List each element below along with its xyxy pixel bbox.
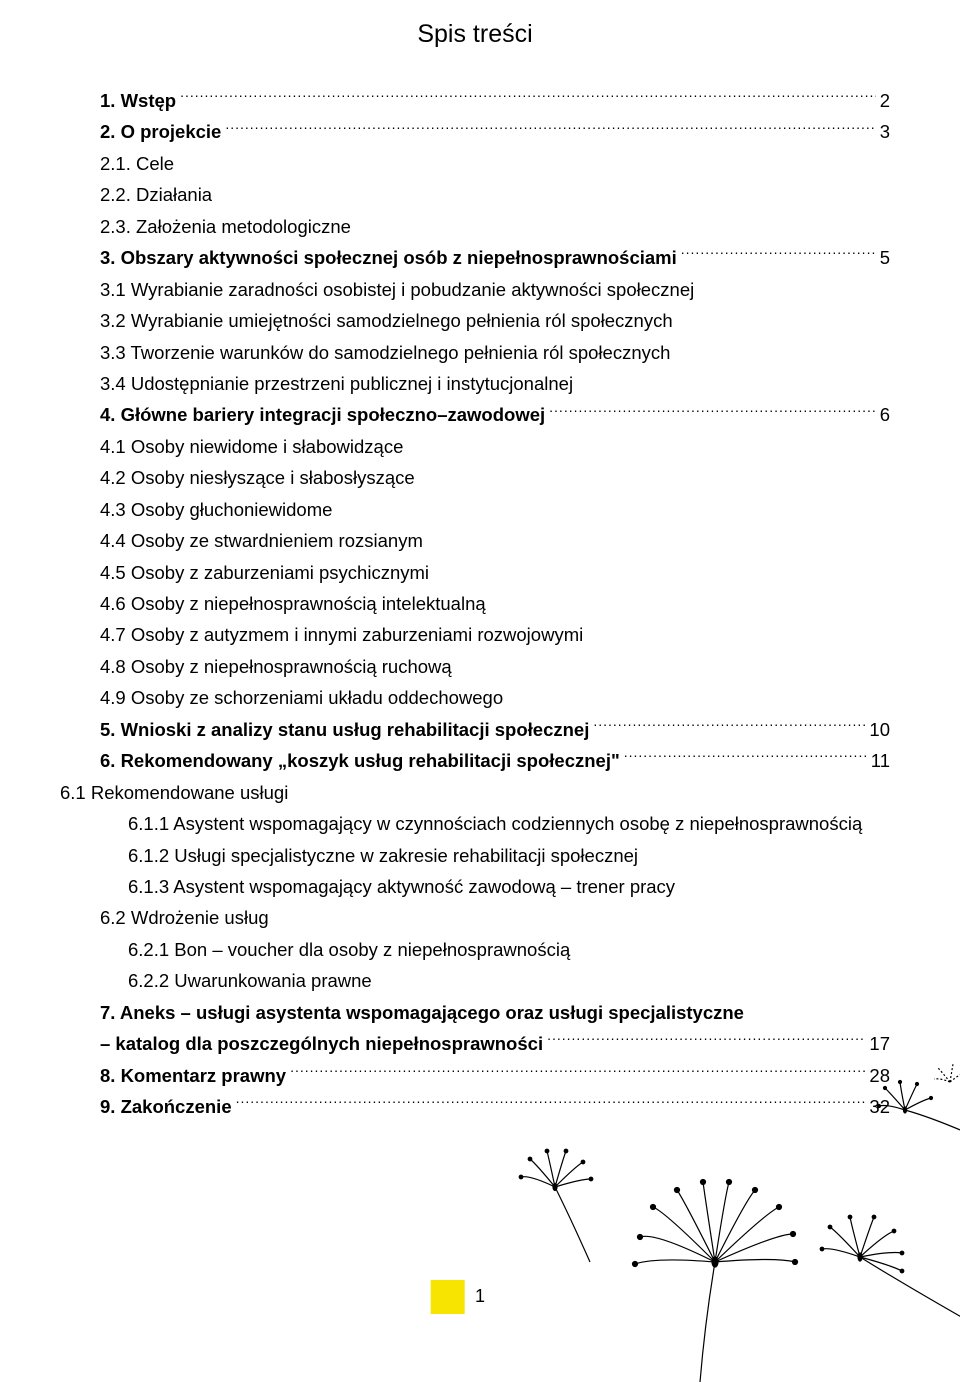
toc-label: 5. Wnioski z analizy stanu usług rehabil… [100,714,589,745]
toc-label: 2. O projekcie [100,116,221,147]
toc-entry: 2. O projekcie 3 [60,116,890,147]
toc-label: 4. Główne bariery integracji społeczno–z… [100,399,545,430]
toc-entry: – katalog dla poszczególnych niepełnospr… [60,1028,890,1059]
toc-label: 3. Obszary aktywności społecznej osób z … [100,242,677,273]
toc-page: 17 [869,1028,890,1059]
toc-entry: 8. Komentarz prawny 28 [60,1060,890,1091]
toc-entry: 6.2 Wdrożenie usług [60,902,890,933]
toc-entry: 4.4 Osoby ze stwardnieniem rozsianym [60,525,890,556]
toc-entry: 4.5 Osoby z zaburzeniami psychicznymi [60,557,890,588]
toc-entry: 2.1. Cele [60,148,890,179]
toc-page: 3 [880,116,890,147]
toc-leader [290,1063,865,1082]
toc-entry: 2.2. Działania [60,179,890,210]
toc-leader [681,246,876,265]
toc-entry: 4.8 Osoby z niepełnosprawnością ruchową [60,651,890,682]
toc-leader [225,120,875,139]
toc-entry: 4.1 Osoby niewidome i słabowidzące [60,431,890,462]
toc-entry: 4.7 Osoby z autyzmem i innymi zaburzenia… [60,619,890,650]
toc-leader [549,403,876,422]
toc-leader [547,1032,865,1051]
toc-leader [593,717,865,736]
table-of-contents: 1. Wstęp 2 2. O projekcie 32.1. Cele2.2. Dz… [60,85,890,1122]
toc-leader [180,89,876,108]
toc-entry: 4.6 Osoby z niepełnosprawnością intelekt… [60,588,890,619]
page-number-highlight [431,1280,465,1314]
toc-entry: 7. Aneks – usługi asystenta wspomagające… [60,997,890,1028]
toc-entry: 6.2.2 Uwarunkowania prawne [60,965,890,996]
toc-page: 28 [869,1060,890,1091]
toc-entry: 4. Główne bariery integracji społeczno–z… [60,399,890,430]
toc-entry: 5. Wnioski z analizy stanu usług rehabil… [60,714,890,745]
toc-page: 11 [871,745,890,776]
toc-page: 32 [869,1091,890,1122]
toc-entry: 3. Obszary aktywności społecznej osób z … [60,242,890,273]
toc-entry: 2.3. Założenia metodologiczne [60,211,890,242]
page-title: Spis treści [60,20,890,49]
toc-entry: 3.4 Udostępnianie przestrzeni publicznej… [60,368,890,399]
toc-label: 9. Zakończenie [100,1091,232,1122]
toc-entry: 6.1.1 Asystent wspomagający w czynnościa… [60,808,890,839]
toc-entry: 6.1.2 Usługi specjalistyczne w zakresie … [60,840,890,871]
toc-entry: 3.2 Wyrabianie umiejętności samodzielneg… [60,305,890,336]
toc-entry: 6.1 Rekomendowane usługi [60,777,890,808]
toc-entry: 3.3 Tworzenie warunków do samodzielnego … [60,337,890,368]
toc-page: 2 [880,85,890,116]
toc-entry: 6.2.1 Bon – voucher dla osoby z niepełno… [60,934,890,965]
toc-entry: 1. Wstęp 2 [60,85,890,116]
toc-entry: 9. Zakończenie 32 [60,1091,890,1122]
page-number: 1 [475,1286,485,1307]
toc-page: 5 [880,242,890,273]
toc-label: – katalog dla poszczególnych niepełnospr… [100,1028,543,1059]
toc-entry: 4.2 Osoby niesłyszące i słabosłyszące [60,462,890,493]
toc-leader [624,749,867,768]
toc-entry: 4.9 Osoby ze schorzeniami układu oddecho… [60,682,890,713]
toc-entry: 4.3 Osoby głuchoniewidome [60,494,890,525]
toc-label: 6. Rekomendowany „koszyk usług rehabilit… [100,745,620,776]
toc-page: 6 [880,399,890,430]
toc-entry: 3.1 Wyrabianie zaradności osobistej i po… [60,274,890,305]
toc-entry: 6. Rekomendowany „koszyk usług rehabilit… [60,745,890,776]
toc-label: 8. Komentarz prawny [100,1060,286,1091]
toc-entry: 6.1.3 Asystent wspomagający aktywność za… [60,871,890,902]
toc-leader [236,1095,866,1114]
toc-label: 1. Wstęp [100,85,176,116]
toc-page: 10 [869,714,890,745]
page-content: Spis treści 1. Wstęp 2 2. O projekcie 32.1.… [0,0,960,1122]
